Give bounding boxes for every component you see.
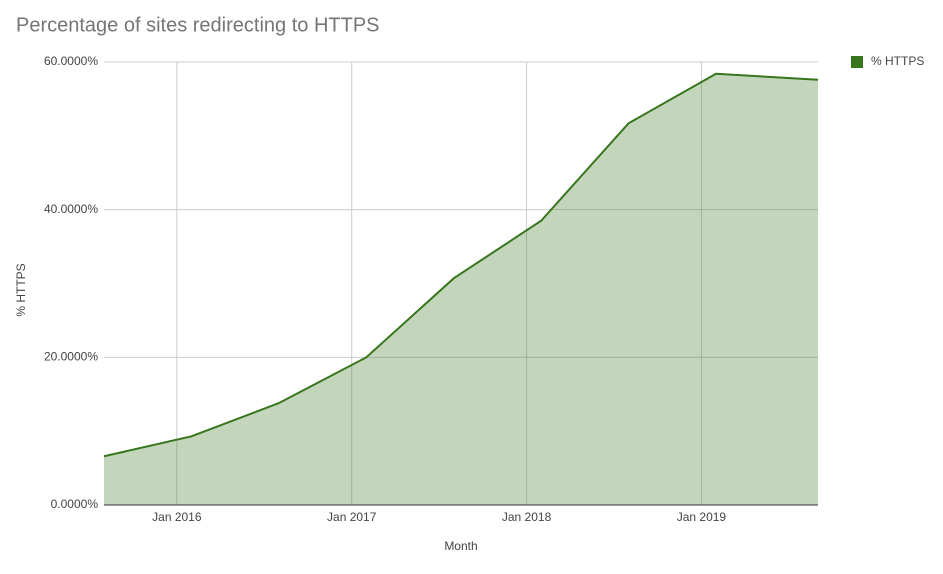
y-tick-label: 60.0000% — [44, 54, 98, 68]
legend-label: % HTTPS — [871, 54, 924, 68]
legend-swatch — [851, 56, 863, 68]
x-axis-title: Month — [444, 539, 477, 553]
y-tick-label: 0.0000% — [51, 497, 99, 511]
line — [103, 72, 819, 458]
y-tick-label: 20.0000% — [44, 350, 98, 364]
y-tick-label: 40.0000% — [44, 202, 98, 216]
y-axis-title: % HTTPS — [14, 263, 28, 316]
x-tick-label: Jan 2019 — [677, 510, 727, 524]
chart-title: Percentage of sites redirecting to HTTPS — [16, 14, 380, 36]
x-tick-label: Jan 2018 — [502, 510, 552, 524]
area — [104, 73, 818, 506]
x-tick-label: Jan 2017 — [327, 510, 377, 524]
x-tick-label: Jan 2016 — [152, 510, 202, 524]
